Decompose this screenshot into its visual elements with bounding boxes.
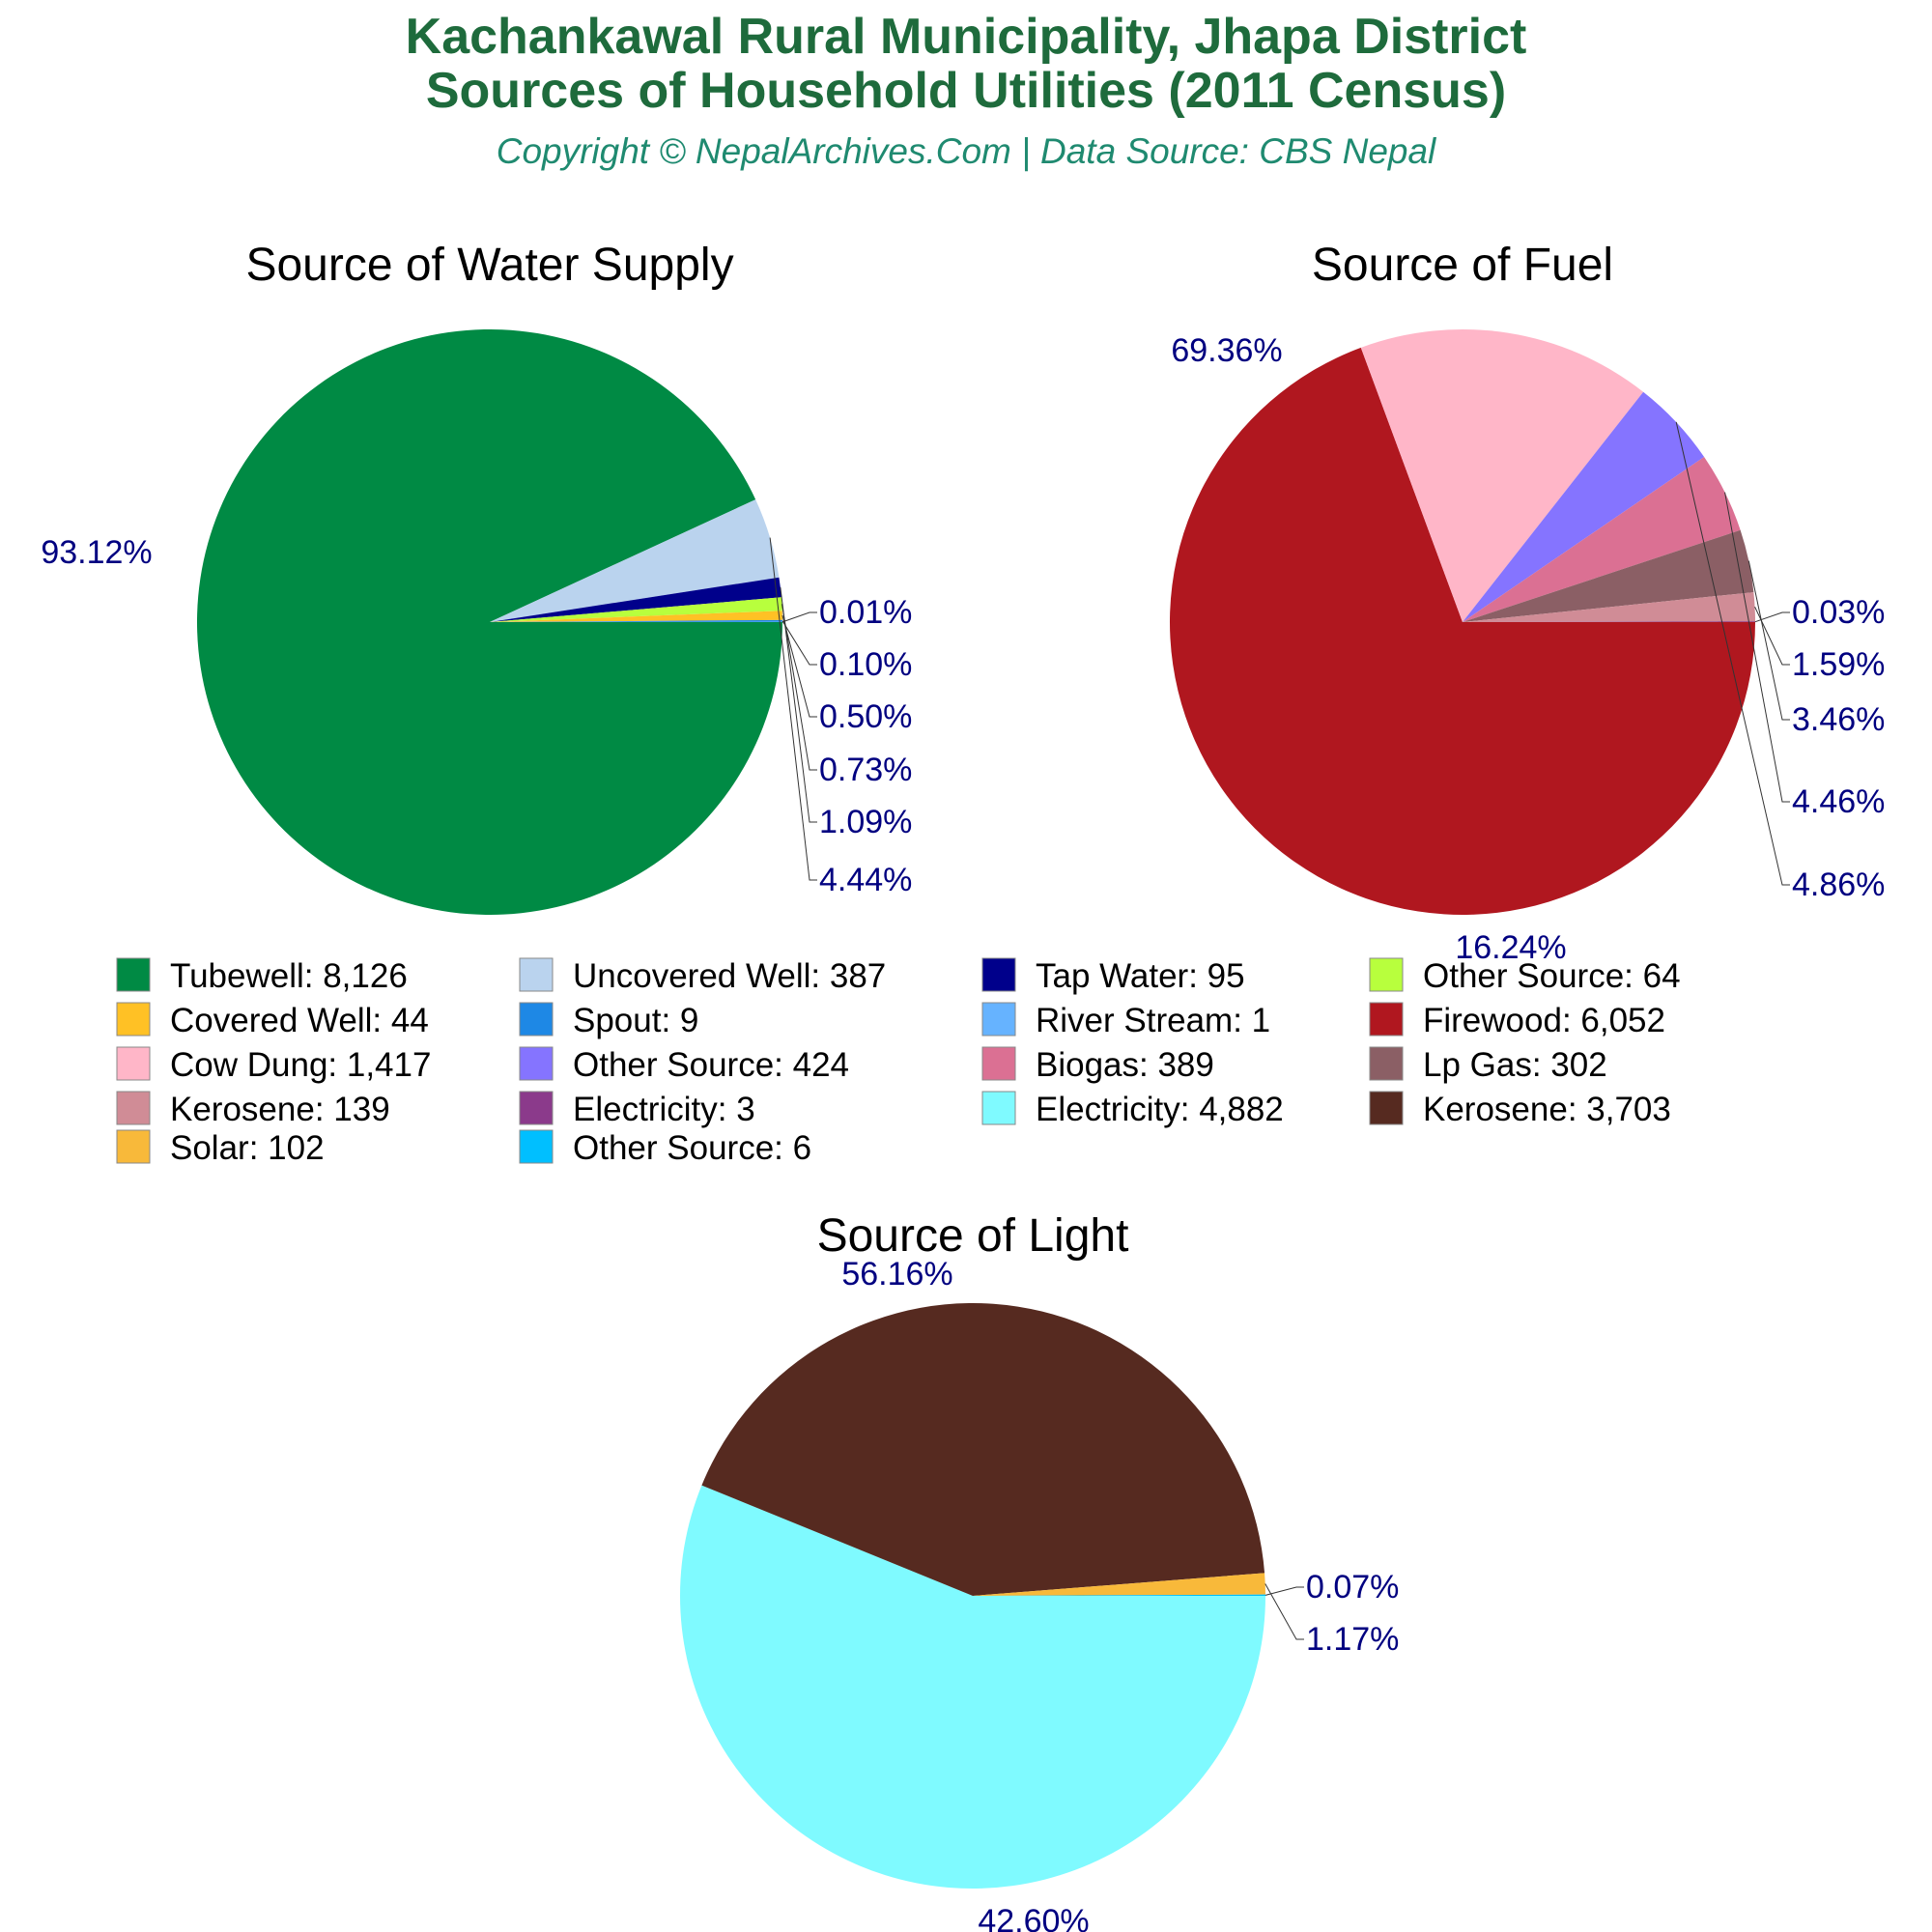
leader-line [1264, 1586, 1304, 1596]
legend-label: Other Source: 6 [573, 1129, 811, 1167]
legend-swatch [519, 1046, 554, 1081]
legend-label: Cow Dung: 1,417 [170, 1046, 431, 1084]
main-title-line-1: Kachankawal Rural Municipality, Jhapa Di… [405, 9, 1527, 65]
slice-percent-label: 1.59% [1792, 646, 1885, 683]
leader-line [1675, 421, 1790, 886]
leader-line [781, 604, 817, 771]
leader-line [780, 586, 817, 823]
pie-slice-other-source [1463, 391, 1705, 622]
legend-label: Solar: 102 [170, 1129, 325, 1167]
chart-title: Source of Light [817, 1210, 1129, 1262]
pie-slice-lp-gas [1463, 529, 1754, 622]
legend-swatch [519, 1002, 554, 1037]
legend-swatch [116, 1046, 151, 1081]
slice-percent-label: 0.50% [819, 698, 912, 735]
legend-label: Spout: 9 [573, 1002, 698, 1039]
pie-slice-other-source [490, 597, 782, 622]
legend-swatch [519, 1091, 554, 1125]
legend-label: Firewood: 6,052 [1423, 1002, 1665, 1039]
chart-title: Source of Fuel [1312, 240, 1613, 291]
slice-percent-label: 4.44% [819, 862, 912, 898]
slice-percent-label: 0.03% [1792, 594, 1885, 631]
legend-label: River Stream: 1 [1036, 1002, 1270, 1039]
copyright-subtitle: Copyright © NepalArchives.Com | Data Sou… [496, 131, 1436, 171]
slice-percent-label: 16.24% [1455, 929, 1566, 966]
legend-label: Other Source: 64 [1423, 957, 1681, 995]
legend-label: Electricity: 4,882 [1036, 1091, 1284, 1128]
pie-slice-tubewell [197, 329, 782, 916]
leader-line [781, 611, 817, 623]
slice-percent-label: 4.46% [1792, 783, 1885, 820]
legend-swatch [1369, 957, 1404, 992]
slice-percent-label: 0.10% [819, 646, 912, 683]
main-title-line-2: Sources of Household Utilities (2011 Cen… [425, 63, 1507, 119]
slice-percent-label: 69.36% [1171, 332, 1282, 369]
slice-percent-label: 4.86% [1792, 867, 1885, 903]
legend-swatch [1369, 1091, 1404, 1125]
leader-line [781, 614, 817, 718]
leader-line [1754, 611, 1790, 623]
slice-percent-label: 56.16% [841, 1256, 952, 1293]
slice-percent-label: 0.07% [1306, 1569, 1399, 1605]
legend-swatch [519, 1129, 554, 1164]
slice-percent-label: 1.17% [1306, 1621, 1399, 1658]
leader-line [1724, 492, 1790, 803]
slice-percent-label: 1.09% [819, 804, 912, 840]
pie-slice-covered-well [490, 611, 782, 622]
pie-slice-uncovered-well [490, 499, 780, 622]
legend-label: Kerosene: 3,703 [1423, 1091, 1671, 1128]
legend-swatch [981, 1091, 1016, 1125]
legend-swatch [981, 1046, 1016, 1081]
legend: Tubewell: 8,126 Uncovered Well: 387 Tap Wa… [116, 957, 1681, 1167]
legend-swatch [116, 1002, 151, 1037]
legend-swatch [981, 957, 1016, 992]
leader-line [1747, 560, 1790, 721]
slice-percent-label: 3.46% [1792, 701, 1885, 738]
legend-swatch [1369, 1046, 1404, 1081]
fuel-pie: Source of Fuel 69.36% 16.24% 0.03% 1.59% 3.46… [1170, 240, 1885, 966]
pie-slice-solar [973, 1573, 1265, 1596]
slice-percent-label: 0.01% [819, 594, 912, 631]
leader-line [1754, 606, 1790, 666]
chart-title: Source of Water Supply [245, 240, 733, 291]
leader-line [769, 537, 817, 881]
legend-label: Covered Well: 44 [170, 1002, 429, 1039]
legend-label: Tap Water: 95 [1036, 957, 1245, 995]
pie-slice-cow-dung [1360, 328, 1644, 622]
legend-swatch [1369, 1002, 1404, 1037]
leader-line [781, 620, 817, 666]
pie-slice-biogas [1463, 456, 1741, 622]
pie-slice-electricity [1463, 621, 1755, 622]
slice-percent-label: 42.60% [978, 1903, 1089, 1932]
pie-slice-kerosene [1463, 592, 1755, 622]
slice-percent-label: 93.12% [41, 534, 152, 571]
legend-label: Other Source: 424 [573, 1046, 849, 1084]
legend-label: Uncovered Well: 387 [573, 957, 886, 995]
pie-slice-electricity [680, 1485, 1265, 1889]
legend-swatch [116, 1091, 151, 1125]
legend-swatch [116, 1129, 151, 1164]
legend-label: Lp Gas: 302 [1423, 1046, 1607, 1084]
pie-slice-tap-water [490, 577, 781, 622]
leader-line [1264, 1583, 1304, 1640]
legend-label: Kerosene: 139 [170, 1091, 390, 1128]
pie-slice-firewood [1170, 347, 1755, 915]
pie-slice-other-source [973, 1594, 1265, 1596]
legend-label: Electricity: 3 [573, 1091, 755, 1128]
legend-swatch [116, 957, 151, 992]
chart-header: Kachankawal Rural Municipality, Jhapa Di… [0, 10, 1932, 174]
slice-percent-label: 0.73% [819, 752, 912, 788]
legend-swatch [981, 1002, 1016, 1037]
legend-swatch [519, 957, 554, 992]
legend-label: Tubewell: 8,126 [170, 957, 408, 995]
legend-label: Biogas: 389 [1036, 1046, 1214, 1084]
water-supply-pie: Source of Water Supply 93.12% 0.01% 0.10% 0.… [41, 240, 912, 916]
pie-slice-kerosene [701, 1303, 1265, 1596]
pie-slice-spout [490, 619, 782, 622]
